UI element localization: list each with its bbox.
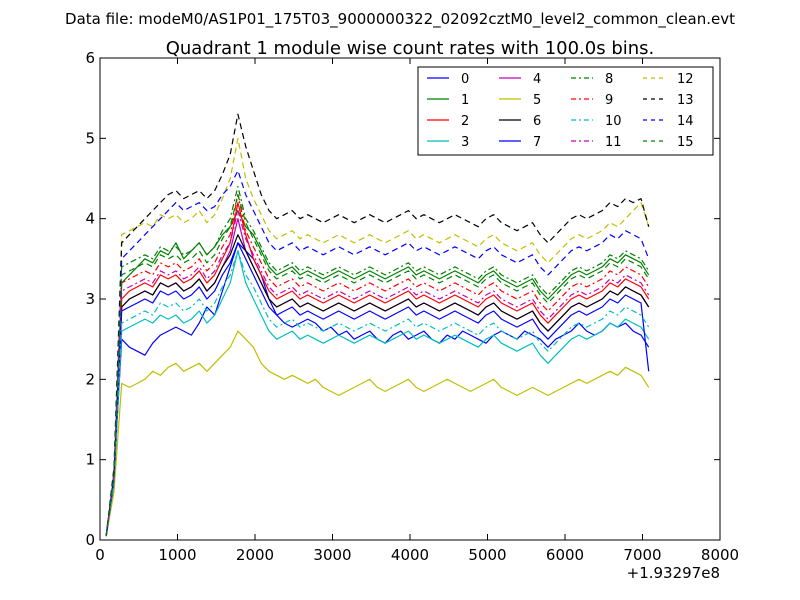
series-line-13 bbox=[105, 113, 650, 537]
chart-suptitle: Data file: modeM0/AS1P01_175T03_90000003… bbox=[65, 10, 735, 29]
axis-ticks bbox=[99, 57, 721, 541]
series-line-12 bbox=[105, 137, 650, 537]
x-tick-label-3: 3000 bbox=[313, 546, 351, 564]
x-tick-label-6: 6000 bbox=[546, 546, 584, 564]
x-tick-label-4: 4000 bbox=[391, 546, 429, 564]
legend-label-5: 5 bbox=[533, 93, 541, 108]
series-line-4 bbox=[105, 218, 650, 537]
legend-label-9: 9 bbox=[605, 93, 613, 108]
x-tick-label-0: 0 bbox=[95, 546, 105, 564]
series-line-3 bbox=[105, 250, 650, 537]
legend-label-7: 7 bbox=[533, 135, 541, 150]
legend-box bbox=[417, 66, 714, 156]
series-line-11 bbox=[105, 210, 650, 537]
x-tick-labels: 0 1000 2000 3000 4000 5000 6000 7000 8000 bbox=[95, 546, 739, 564]
x-tick-label-2: 2000 bbox=[236, 546, 274, 564]
chart-title: Quadrant 1 module wise count rates with … bbox=[166, 38, 655, 59]
y-tick-label-5: 5 bbox=[85, 129, 95, 147]
y-tick-label-6: 6 bbox=[85, 49, 95, 67]
series-line-8 bbox=[105, 185, 650, 537]
x-tick-label-1: 1000 bbox=[158, 546, 196, 564]
x-tick-label-8: 8000 bbox=[701, 546, 739, 564]
legend-label-1: 1 bbox=[461, 93, 469, 108]
x-axis-offset-label: +1.93297e8 bbox=[627, 564, 720, 582]
legend-label-12: 12 bbox=[677, 72, 694, 87]
legend-label-13: 13 bbox=[677, 93, 694, 108]
series-line-1 bbox=[105, 210, 650, 537]
series-line-10 bbox=[105, 250, 650, 537]
x-tick-label-7: 7000 bbox=[623, 546, 661, 564]
y-tick-labels: 0 1 2 3 4 5 6 bbox=[85, 49, 95, 549]
x-tick-label-5: 5000 bbox=[468, 546, 506, 564]
series-layer bbox=[105, 113, 650, 537]
legend-label-4: 4 bbox=[533, 72, 541, 87]
legend-label-15: 15 bbox=[677, 135, 694, 150]
y-tick-label-2: 2 bbox=[85, 370, 95, 388]
y-tick-label-0: 0 bbox=[85, 531, 95, 549]
series-line-14 bbox=[105, 169, 650, 537]
series-line-9 bbox=[105, 194, 650, 537]
series-line-15 bbox=[105, 194, 650, 537]
legend-label-2: 2 bbox=[461, 114, 469, 129]
legend-label-8: 8 bbox=[605, 72, 613, 87]
y-tick-label-1: 1 bbox=[85, 451, 95, 469]
y-tick-label-4: 4 bbox=[85, 210, 95, 228]
series-line-6 bbox=[105, 234, 650, 537]
legend-label-0: 0 bbox=[461, 72, 469, 87]
series-line-7 bbox=[105, 242, 650, 537]
legend-label-10: 10 bbox=[605, 114, 622, 129]
series-line-5 bbox=[105, 330, 650, 537]
y-tick-label-3: 3 bbox=[85, 290, 95, 308]
series-line-2 bbox=[105, 202, 650, 537]
legend-label-3: 3 bbox=[461, 135, 469, 150]
legend-label-11: 11 bbox=[605, 135, 622, 150]
legend-label-14: 14 bbox=[677, 114, 694, 129]
legend-label-6: 6 bbox=[533, 114, 541, 129]
